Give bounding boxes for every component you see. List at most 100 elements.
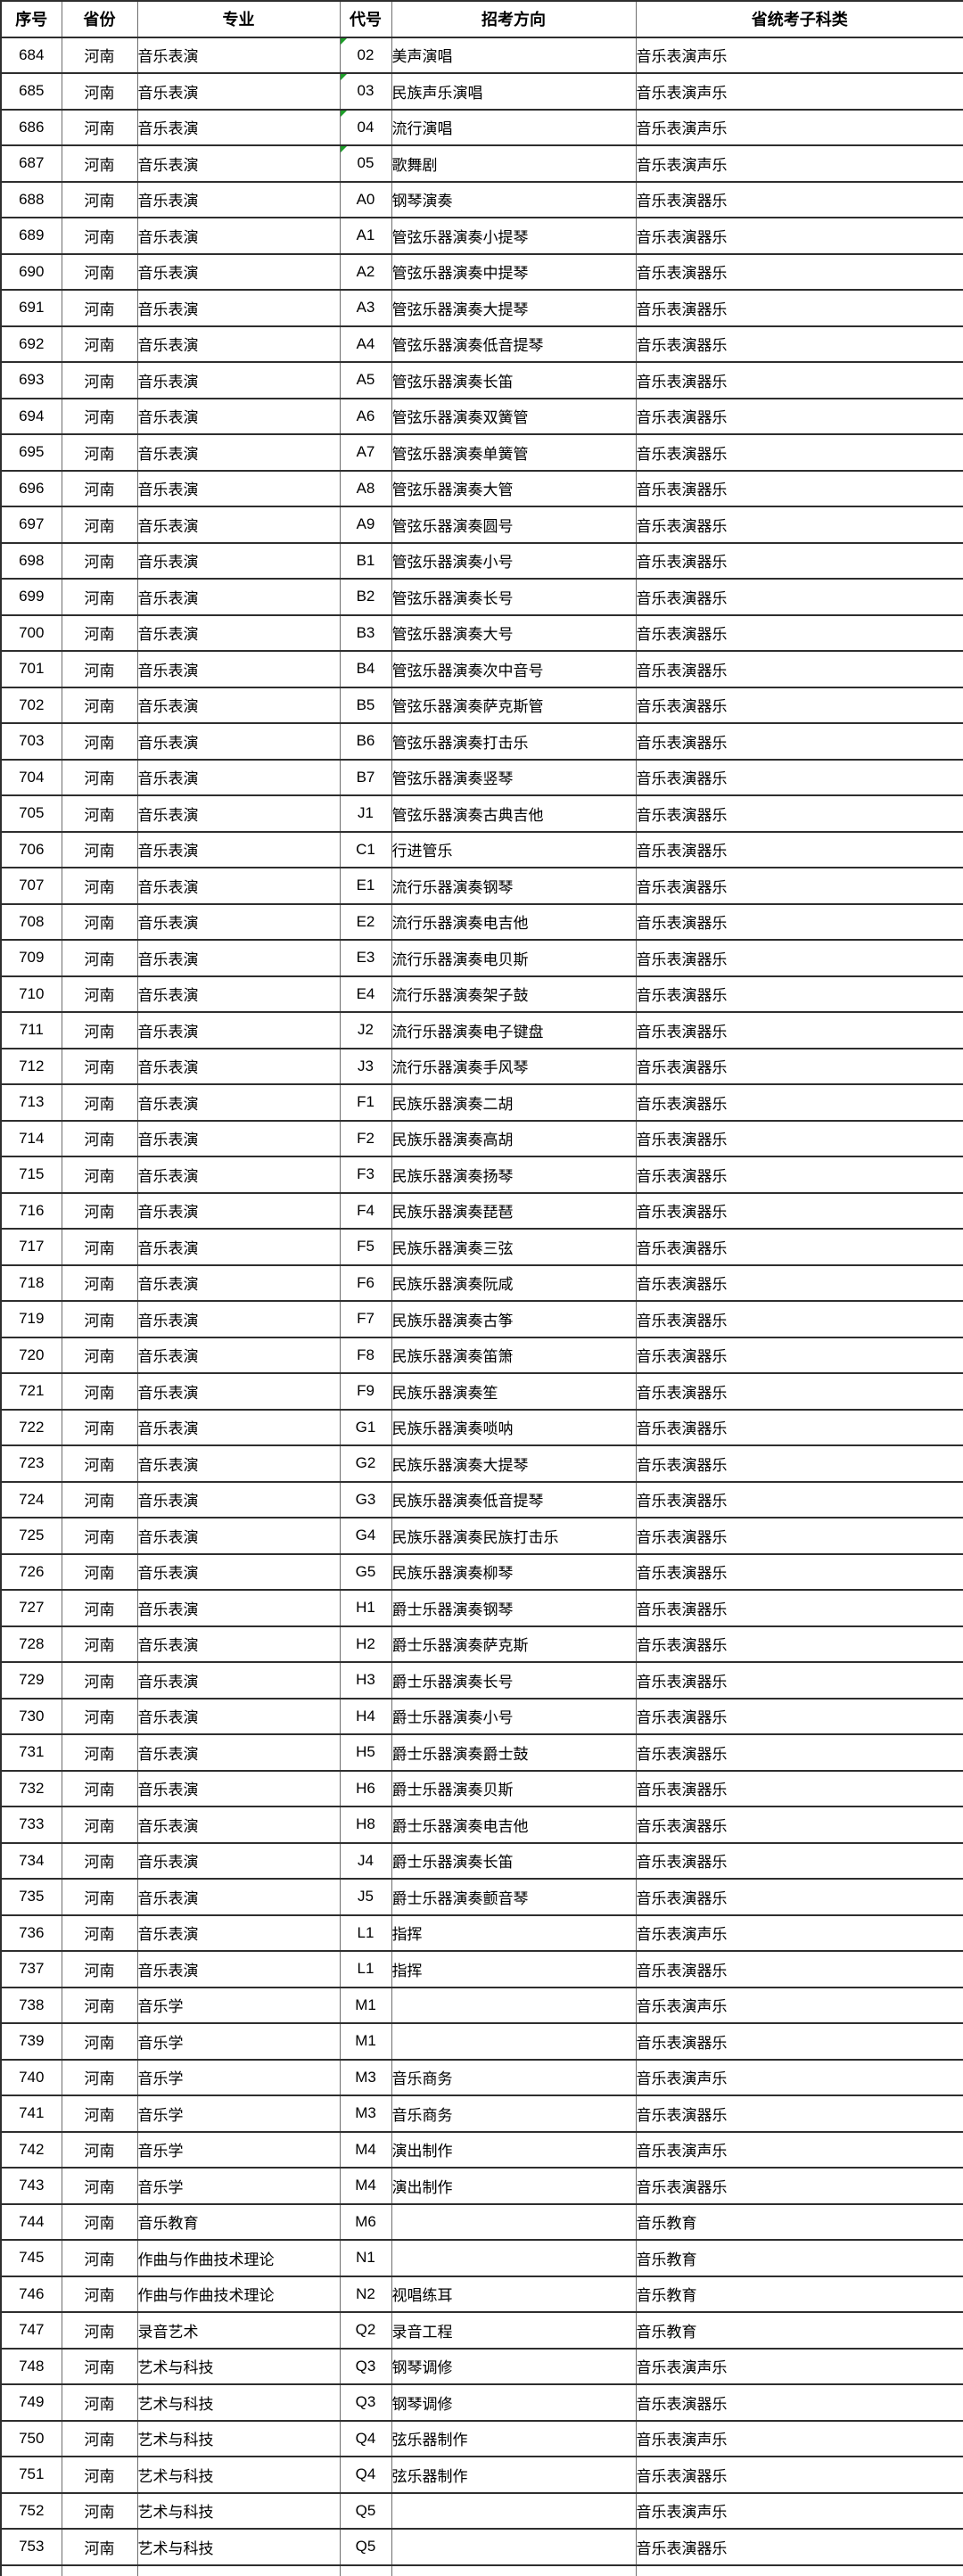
cell-zhuanye[interactable]: 音乐表演 xyxy=(136,180,341,218)
cell-daihao[interactable]: G2 xyxy=(339,1444,392,1483)
cell-zikelei[interactable]: 音乐表演器乐 xyxy=(635,613,963,652)
cell-zikelei[interactable]: 音乐表演器乐 xyxy=(635,506,963,544)
cell-shengfen[interactable]: 河南 xyxy=(61,1228,138,1266)
cell-xuhao[interactable]: 726 xyxy=(0,1552,62,1591)
cell-zikelei[interactable]: 音乐表演器乐 xyxy=(635,1011,963,1049)
cell-zhaokao[interactable]: 民族乐器演奏琵琶 xyxy=(391,1191,637,1230)
cell-xuhao[interactable]: 754 xyxy=(0,2564,62,2576)
cell-zikelei[interactable]: 音乐表演器乐 xyxy=(635,1047,963,1085)
cell-zhuanye[interactable]: 音乐表演 xyxy=(136,1480,341,1518)
cell-zhuanye[interactable]: 音乐表演 xyxy=(136,108,341,146)
cell-daihao[interactable]: A4 xyxy=(339,325,392,363)
cell-zhaokao[interactable]: 管弦乐器演奏中提琴 xyxy=(391,252,637,291)
cell-zikelei[interactable]: 音乐表演器乐 xyxy=(635,2528,963,2566)
cell-zhuanye[interactable]: 作曲与作曲技术理论 xyxy=(136,2275,341,2313)
cell-zikelei[interactable]: 音乐表演声乐 xyxy=(635,1986,963,2024)
cell-zikelei[interactable]: 音乐表演器乐 xyxy=(635,1119,963,1157)
cell-xuhao[interactable]: 705 xyxy=(0,794,62,833)
cell-shengfen[interactable]: 河南 xyxy=(61,2058,138,2096)
cell-zikelei[interactable]: 音乐表演器乐 xyxy=(635,361,963,399)
cell-xuhao[interactable]: 697 xyxy=(0,506,62,544)
cell-shengfen[interactable]: 河南 xyxy=(61,2456,138,2494)
cell-zhuanye[interactable]: 音乐学 xyxy=(136,2167,341,2205)
cell-shengfen[interactable]: 河南 xyxy=(61,2311,138,2350)
cell-zhuanye[interactable]: 音乐表演 xyxy=(136,1625,341,1663)
cell-xuhao[interactable]: 737 xyxy=(0,1950,62,1988)
cell-zhaokao[interactable]: 流行乐器演奏电贝斯 xyxy=(391,939,637,977)
cell-shengfen[interactable]: 河南 xyxy=(61,2130,138,2169)
cell-zhuanye[interactable]: 音乐表演 xyxy=(136,36,341,74)
cell-zhaokao[interactable]: 流行乐器演奏手风琴 xyxy=(391,1047,637,1085)
cell-shengfen[interactable]: 河南 xyxy=(61,72,138,111)
cell-daihao[interactable]: H1 xyxy=(339,1589,392,1627)
cell-daihao[interactable]: A9 xyxy=(339,506,392,544)
cell-daihao[interactable]: E3 xyxy=(339,939,392,977)
cell-zikelei[interactable]: 音乐表演器乐 xyxy=(635,541,963,580)
cell-shengfen[interactable]: 河南 xyxy=(61,541,138,580)
cell-shengfen[interactable]: 河南 xyxy=(61,613,138,652)
cell-zikelei[interactable]: 音乐表演器乐 xyxy=(635,2167,963,2205)
cell-xuhao[interactable]: 730 xyxy=(0,1697,62,1735)
cell-zhuanye[interactable]: 音乐表演 xyxy=(136,1300,341,1338)
cell-zhaokao[interactable]: 管弦乐器演奏大提琴 xyxy=(391,289,637,327)
cell-zikelei[interactable]: 音乐表演声乐 xyxy=(635,72,963,111)
cell-shengfen[interactable]: 河南 xyxy=(61,1156,138,1194)
cell-xuhao[interactable]: 691 xyxy=(0,289,62,327)
cell-zhaokao[interactable]: 民族乐器演奏笙 xyxy=(391,1372,637,1411)
cell-zhuanye[interactable]: 音乐表演 xyxy=(136,902,341,941)
cell-daihao[interactable]: Q4 xyxy=(339,2456,392,2494)
cell-daihao[interactable]: A1 xyxy=(339,217,392,255)
cell-xuhao[interactable]: 721 xyxy=(0,1372,62,1411)
cell-zikelei[interactable]: 音乐表演声乐 xyxy=(635,2491,963,2530)
cell-shengfen[interactable]: 河南 xyxy=(61,2564,138,2576)
cell-daihao[interactable]: B7 xyxy=(339,758,392,796)
cell-daihao[interactable]: Q3 xyxy=(339,2383,392,2422)
cell-zhaokao[interactable]: 管弦乐器演奏圆号 xyxy=(391,506,637,544)
cell-zhuanye[interactable]: 音乐表演 xyxy=(136,1408,341,1446)
cell-zikelei[interactable]: 音乐表演器乐 xyxy=(635,1697,963,1735)
cell-xuhao[interactable]: 712 xyxy=(0,1047,62,1085)
cell-xuhao[interactable]: 739 xyxy=(0,2022,62,2061)
cell-zhaokao[interactable] xyxy=(391,2528,637,2566)
cell-zikelei[interactable]: 音乐表演器乐 xyxy=(635,1191,963,1230)
cell-daihao[interactable]: H2 xyxy=(339,1625,392,1663)
cell-zhaokao[interactable]: 爵士乐器演奏颤音琴 xyxy=(391,1878,637,1916)
cell-daihao[interactable]: L1 xyxy=(339,1950,392,1988)
cell-daihao[interactable]: A8 xyxy=(339,469,392,507)
cell-daihao[interactable]: N1 xyxy=(339,2239,392,2277)
cell-zhuanye[interactable]: 音乐学 xyxy=(136,1986,341,2024)
cell-zhaokao[interactable]: 管弦乐器演奏小号 xyxy=(391,541,637,580)
cell-shengfen[interactable]: 河南 xyxy=(61,1697,138,1735)
cell-xuhao[interactable]: 696 xyxy=(0,469,62,507)
cell-daihao[interactable]: B2 xyxy=(339,578,392,616)
cell-xuhao[interactable]: 732 xyxy=(0,1769,62,1807)
cell-zhaokao[interactable]: 演出制作 xyxy=(391,2167,637,2205)
cell-zhaokao[interactable]: 管弦乐器演奏低音提琴 xyxy=(391,325,637,363)
cell-daihao[interactable]: F4 xyxy=(339,1191,392,1230)
cell-shengfen[interactable]: 河南 xyxy=(61,1263,138,1302)
cell-zhuanye[interactable]: 艺术与科技 xyxy=(136,2456,341,2494)
cell-xuhao[interactable]: 702 xyxy=(0,686,62,724)
cell-zhuanye[interactable]: 音乐表演 xyxy=(136,1552,341,1591)
cell-zikelei[interactable]: 音乐表演器乐 xyxy=(635,830,963,868)
cell-zikelei[interactable]: 音乐表演器乐 xyxy=(635,1878,963,1916)
cell-zikelei[interactable]: 舞蹈类 xyxy=(635,2564,963,2576)
cell-shengfen[interactable]: 河南 xyxy=(61,1480,138,1518)
cell-daihao[interactable]: P1 xyxy=(339,2564,392,2576)
cell-xuhao[interactable]: 741 xyxy=(0,2095,62,2133)
cell-zikelei[interactable]: 音乐表演器乐 xyxy=(635,325,963,363)
cell-xuhao[interactable]: 694 xyxy=(0,397,62,435)
cell-daihao[interactable]: F9 xyxy=(339,1372,392,1411)
cell-daihao[interactable]: F3 xyxy=(339,1156,392,1194)
cell-zikelei[interactable]: 音乐表演器乐 xyxy=(635,1336,963,1374)
header-cell-daihao[interactable]: 代号 xyxy=(339,0,392,38)
cell-zikelei[interactable]: 音乐表演器乐 xyxy=(635,1625,963,1663)
cell-zhuanye[interactable]: 音乐表演 xyxy=(136,325,341,363)
cell-zhaokao[interactable]: 管弦乐器演奏次中音号 xyxy=(391,650,637,688)
cell-zikelei[interactable]: 音乐表演器乐 xyxy=(635,1156,963,1194)
cell-zikelei[interactable]: 音乐表演器乐 xyxy=(635,1300,963,1338)
cell-zhaokao[interactable]: 爵士乐器演奏长号 xyxy=(391,1661,637,1700)
cell-zhaokao[interactable]: 弦乐器制作 xyxy=(391,2456,637,2494)
cell-shengfen[interactable]: 河南 xyxy=(61,1552,138,1591)
cell-daihao[interactable]: E4 xyxy=(339,975,392,1013)
